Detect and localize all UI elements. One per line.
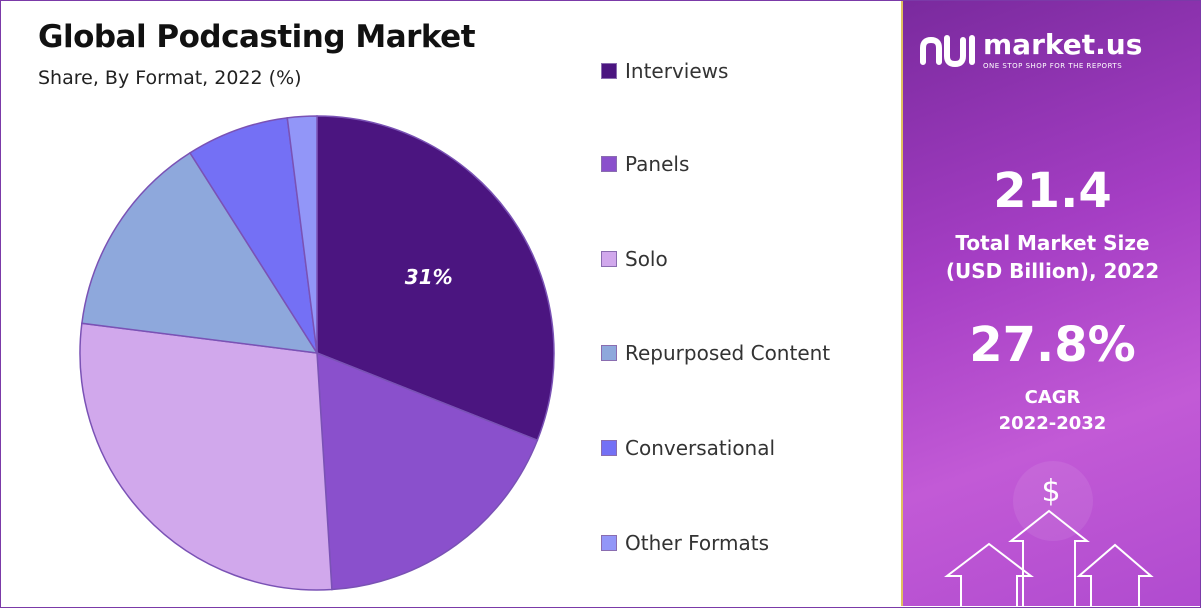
pie-slice-repurposed-content [81,151,319,354]
market-us-logo-icon [920,34,975,67]
growth-arrows-illustration: $ [944,461,1154,606]
legend-swatch [601,156,617,172]
chart-title: Global Podcasting Market [38,19,476,55]
market-size-label: Total Market Size (USD Billion), 2022 [903,229,1200,285]
cagr-label-line2: 2022-2032 [998,413,1107,434]
chart-subtitle: Share, By Format, 2022 (%) [38,67,302,89]
legend-item-other-formats: Other Formats [601,531,769,555]
arrow-up-icon [1008,509,1090,606]
pie-slice-solo [79,322,333,591]
pie-chart: 31% [79,115,555,591]
cagr-label: CAGR 2022-2032 [903,385,1200,437]
legend-item-interviews: Interviews [601,59,728,83]
pie-slice-interviews [316,115,555,442]
pie-slice-panels [316,351,539,591]
legend-label: Panels [625,152,690,176]
legend-swatch [601,251,617,267]
arrow-up-icon [944,542,1034,606]
legend-label: Interviews [625,59,729,83]
arrow-up-icon [1076,543,1154,606]
legend-item-repurposed-content: Repurposed Content [601,341,830,365]
legend: Interviews Panels Solo Repurposed Conten… [601,1,891,601]
legend-swatch [601,535,617,551]
chart-panel: Global Podcasting Market Share, By Forma… [1,1,900,605]
legend-item-panels: Panels [601,152,689,176]
legend-label: Solo [625,247,668,271]
legend-swatch [601,63,617,79]
legend-swatch [601,440,617,456]
pie-data-label: 31% [405,265,453,289]
legend-label: Other Formats [625,531,770,555]
legend-item-conversational: Conversational [601,436,775,460]
cagr-label-line1: CAGR [1024,387,1081,408]
brand-name: market.us [983,28,1143,61]
dollar-icon: $ [1041,474,1060,509]
legend-label: Conversational [625,436,776,460]
brand-tagline: ONE STOP SHOP FOR THE REPORTS [983,62,1123,70]
pie-slice-other-formats [286,115,318,354]
legend-item-solo: Solo [601,247,668,271]
pie-slice-conversational [188,117,318,354]
legend-swatch [601,345,617,361]
info-sidebar: market.us ONE STOP SHOP FOR THE REPORTS … [901,1,1200,606]
market-size-label-line1: Total Market Size [955,231,1150,255]
market-size-value: 21.4 [993,163,1112,219]
brand-logo: market.us ONE STOP SHOP FOR THE REPORTS [919,31,1142,70]
market-size-label-line2: (USD Billion), 2022 [945,259,1160,283]
cagr-value: 27.8% [969,317,1136,373]
legend-label: Repurposed Content [625,341,831,365]
